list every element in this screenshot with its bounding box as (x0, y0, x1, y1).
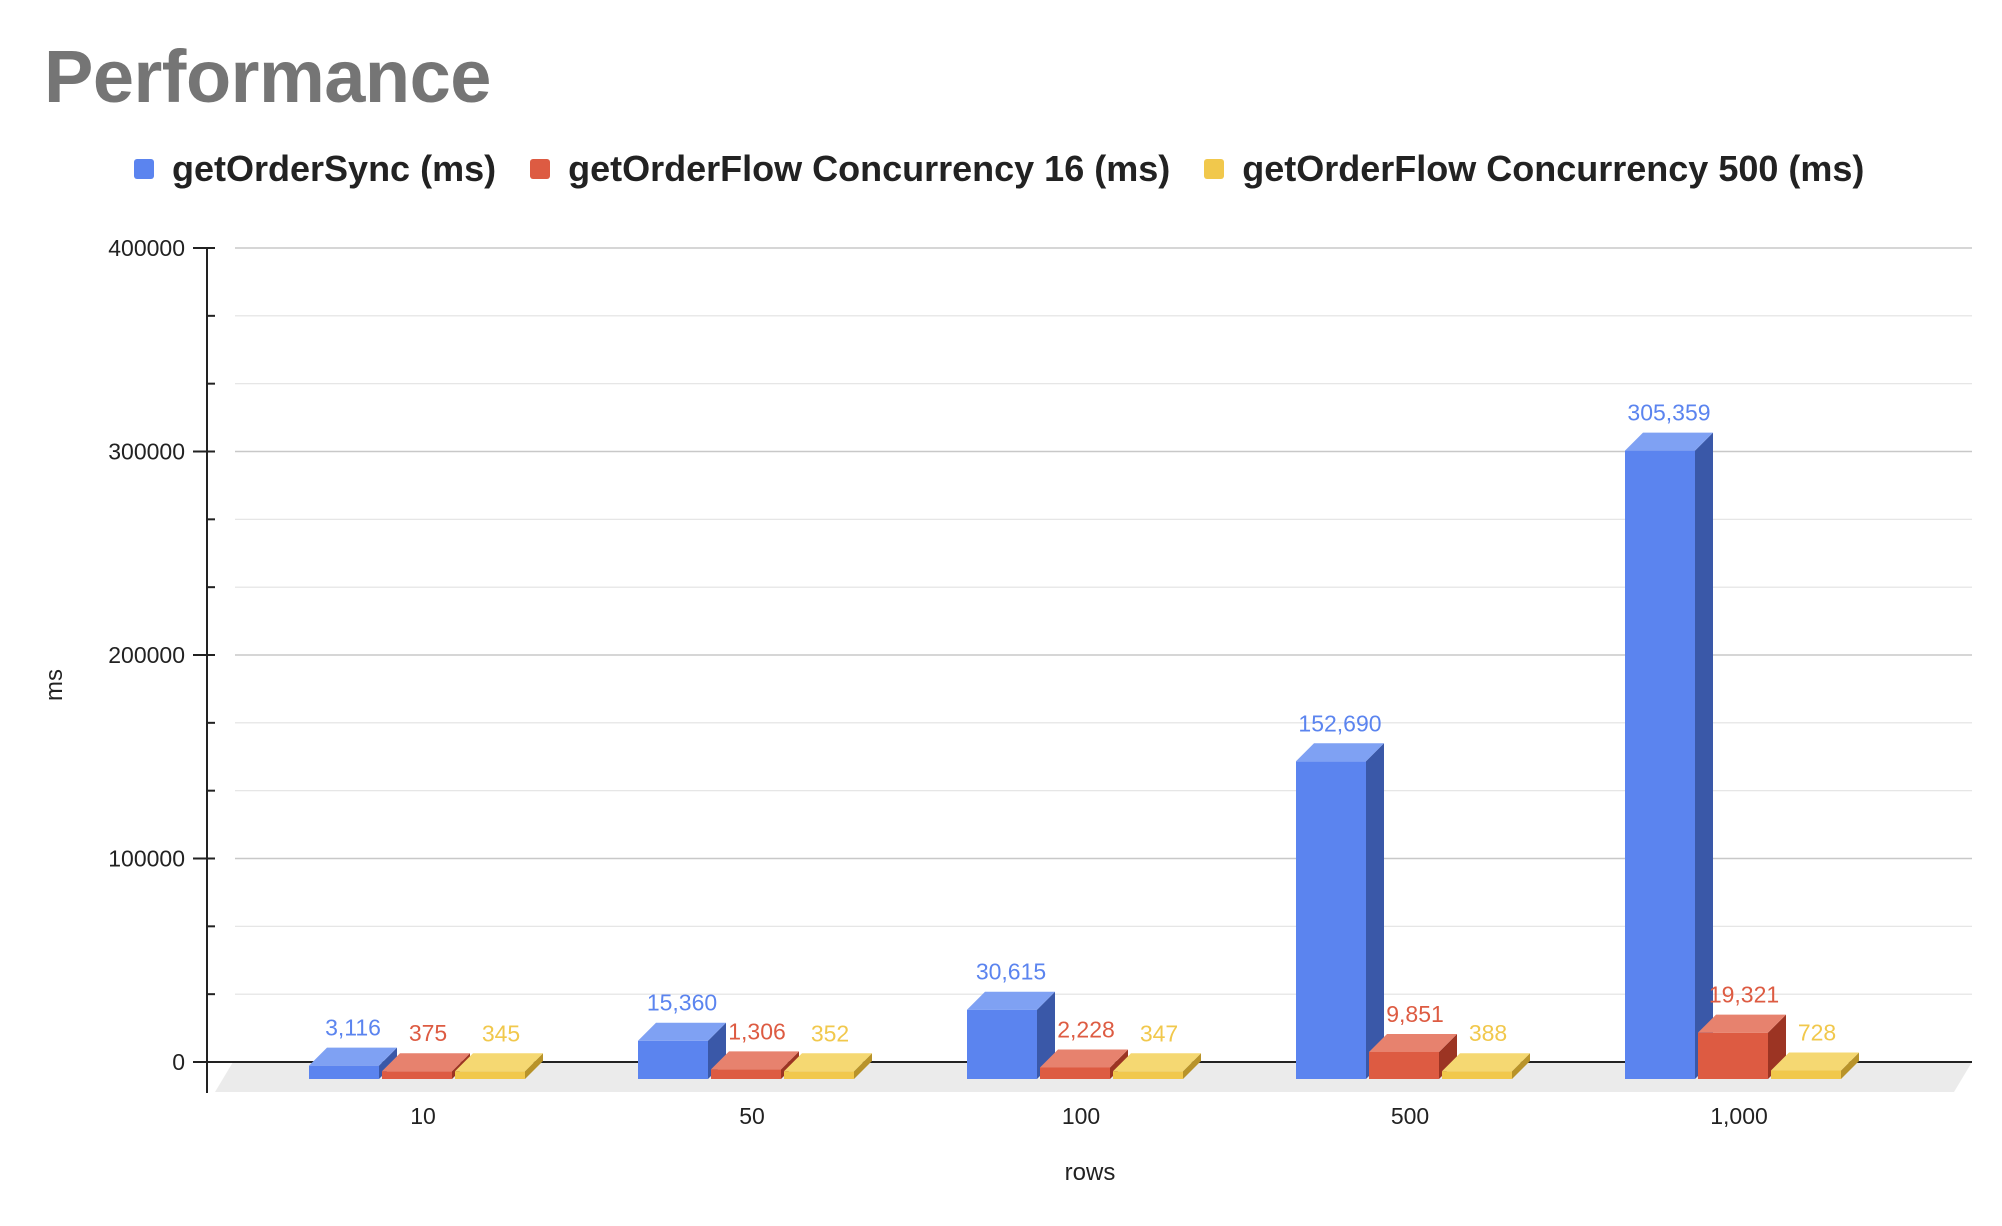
bar-top (455, 1053, 543, 1072)
bar-top (1698, 1014, 1786, 1033)
legend-item-sync[interactable]: getOrderSync (ms) (134, 148, 496, 190)
bar-top (382, 1053, 470, 1072)
legend-label-sync: getOrderSync (ms) (172, 148, 497, 189)
bar-top (1113, 1053, 1201, 1072)
data-label: 15,360 (647, 990, 717, 1016)
bar-top (1625, 432, 1713, 451)
y-tick-label: 400000 (108, 235, 185, 261)
chart-title: Performance (44, 35, 491, 118)
bar-1-2[interactable] (784, 1071, 854, 1079)
data-label: 352 (811, 1020, 849, 1046)
bar-side (1183, 1053, 1201, 1079)
data-label: 30,615 (976, 959, 1046, 985)
x-tick-label: 50 (739, 1103, 765, 1129)
y-axis-title: ms (41, 669, 68, 701)
y-tick-label: 300000 (108, 439, 185, 465)
bar-3-1[interactable] (1369, 1051, 1439, 1079)
bar-2-0[interactable] (967, 1009, 1037, 1079)
data-label: 3,116 (325, 1015, 381, 1041)
legend-item-flow-16[interactable]: getOrderFlow Concurrency 16 (ms) (530, 148, 1170, 190)
bar-side (854, 1053, 872, 1079)
bar-top (1442, 1053, 1530, 1072)
bar-4-0[interactable] (1625, 450, 1695, 1079)
bar-top (784, 1053, 872, 1072)
bar-4-1[interactable] (1698, 1032, 1768, 1079)
legend-swatch-flow-500 (1204, 159, 1225, 179)
y-tick-label: 100000 (108, 846, 185, 872)
x-tick-label: 500 (1391, 1103, 1429, 1129)
data-label: 152,690 (1298, 710, 1381, 736)
data-label: 388 (1469, 1020, 1507, 1046)
y-tick-label: 0 (172, 1049, 185, 1075)
data-label: 1,306 (728, 1018, 786, 1044)
bar-side (1841, 1052, 1859, 1079)
data-label: 19,321 (1709, 982, 1779, 1008)
y-tick-label: 200000 (108, 642, 185, 668)
legend-label-flow-16: getOrderFlow Concurrency 16 (ms) (568, 148, 1171, 189)
bar-3-2[interactable] (1442, 1071, 1512, 1079)
legend-swatch-sync (134, 159, 154, 179)
bar-side (1512, 1053, 1530, 1079)
legend-swatch-flow-16 (530, 159, 551, 179)
bar-top (638, 1022, 726, 1041)
data-label: 9,851 (1386, 1001, 1444, 1027)
bar-2-2[interactable] (1113, 1071, 1183, 1079)
bar-top (1040, 1049, 1128, 1068)
data-label: 347 (1140, 1020, 1178, 1046)
bar-side (525, 1053, 543, 1079)
x-tick-label: 1,000 (1710, 1103, 1768, 1129)
bar-top (1771, 1052, 1859, 1071)
bar-2-1[interactable] (1040, 1067, 1110, 1079)
bar-side (1439, 1033, 1457, 1079)
bar-top (711, 1051, 799, 1070)
data-label: 375 (409, 1020, 447, 1046)
bar-top (1369, 1033, 1457, 1052)
bar-1-0[interactable] (638, 1040, 708, 1079)
x-tick-label: 10 (410, 1103, 436, 1129)
data-label: 345 (482, 1020, 520, 1046)
bar-4-2[interactable] (1771, 1070, 1841, 1079)
bar-0-0[interactable] (309, 1065, 379, 1079)
bar-0-2[interactable] (455, 1071, 525, 1079)
legend-label-flow-500: getOrderFlow Concurrency 500 (ms) (1242, 148, 1865, 189)
bar-top (967, 991, 1055, 1010)
legend: getOrderSync (ms) getOrderFlow Concurren… (134, 148, 1898, 190)
bar-3-0[interactable] (1296, 761, 1366, 1079)
x-axis-title: rows (1065, 1159, 1116, 1186)
bar-top (309, 1047, 397, 1066)
data-label: 2,228 (1057, 1016, 1115, 1042)
legend-item-flow-500[interactable]: getOrderFlow Concurrency 500 (ms) (1204, 148, 1864, 190)
bar-side (1695, 432, 1713, 1079)
bar-top (1296, 743, 1384, 762)
bar-side (1366, 743, 1384, 1079)
data-label: 305,359 (1627, 400, 1710, 426)
bar-1-1[interactable] (711, 1069, 781, 1079)
x-tick-label: 100 (1062, 1103, 1100, 1129)
bar-0-1[interactable] (382, 1071, 452, 1079)
data-label: 728 (1798, 1020, 1836, 1046)
